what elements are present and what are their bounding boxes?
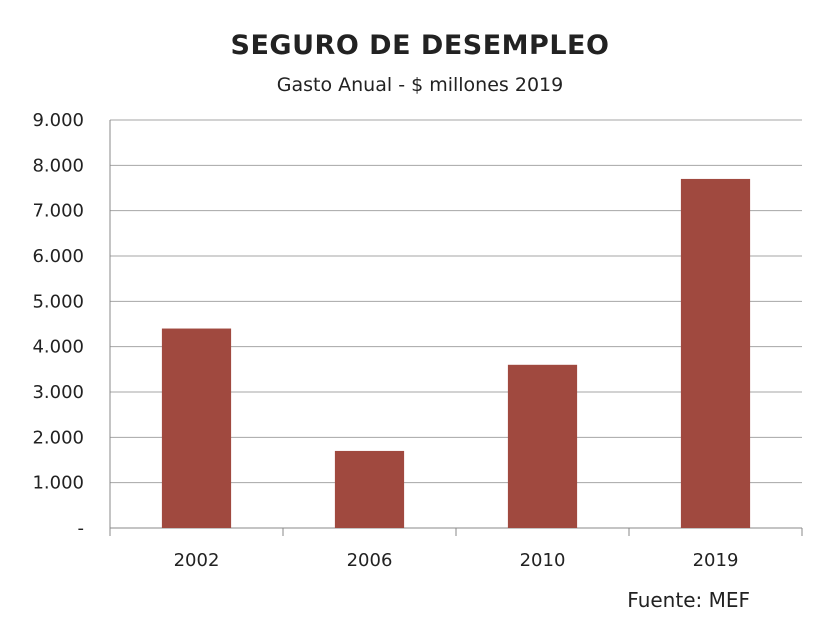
- bar-2019: [680, 178, 751, 528]
- y-tick-label: 6.000: [32, 246, 84, 267]
- y-tick-label: -: [78, 518, 85, 539]
- x-tick-label: 2019: [693, 550, 739, 571]
- y-tick-label: 4.000: [32, 337, 84, 358]
- y-tick-label: 9.000: [32, 110, 84, 131]
- bar-2010: [507, 364, 578, 528]
- chart-subtitle: Gasto Anual - $ millones 2019: [276, 74, 564, 96]
- source-note: Fuente: MEF: [627, 588, 750, 612]
- bar-2002: [161, 328, 232, 528]
- y-tick-label: 7.000: [32, 201, 84, 222]
- bar-2006: [334, 450, 405, 528]
- y-tick-label: 1.000: [32, 473, 84, 494]
- y-tick-label: 8.000: [32, 155, 84, 176]
- x-tick-label: 2010: [520, 550, 566, 571]
- y-tick-label: 3.000: [32, 382, 84, 403]
- chart-title: SEGURO DE DESEMPLEO: [230, 30, 610, 61]
- x-tick-label: 2002: [174, 550, 220, 571]
- y-tick-label: 5.000: [32, 291, 84, 312]
- y-tick-label: 2.000: [32, 427, 84, 448]
- x-tick-label: 2006: [347, 550, 393, 571]
